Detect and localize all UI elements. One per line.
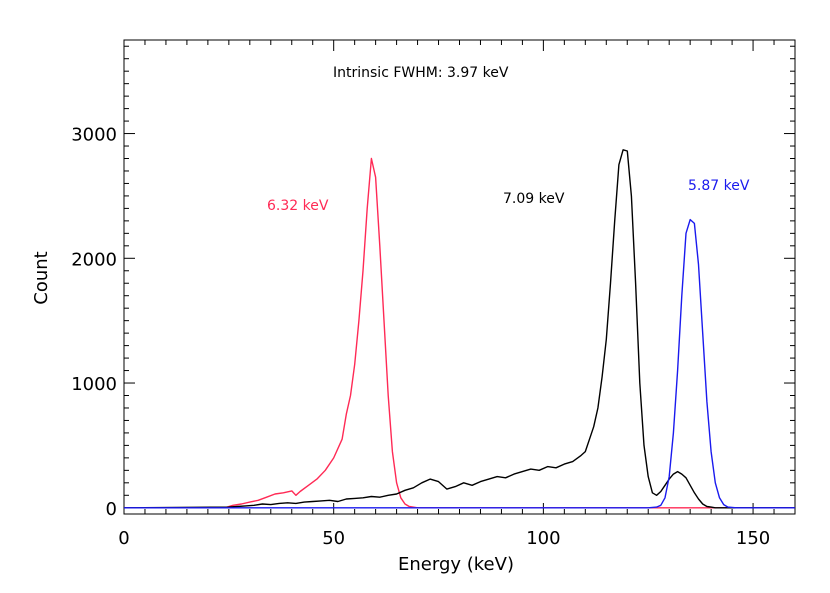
axis-tick-labels: 0 50 100 150 0 1000 2000 3000 xyxy=(71,125,770,549)
y-axis-label: Count xyxy=(31,251,52,304)
plot-frame xyxy=(123,39,796,515)
x-tick-label: 50 xyxy=(322,528,345,549)
y-tick-label: 3000 xyxy=(71,125,117,146)
axis-ticks xyxy=(123,40,796,514)
red-series-line xyxy=(124,157,795,509)
x-axis-label: Energy (keV) xyxy=(398,554,514,575)
x-tick-label: 150 xyxy=(736,528,770,549)
fwhm-annotation: Intrinsic FWHM: 3.97 keV xyxy=(333,65,509,81)
black-peak-label: 7.09 keV xyxy=(503,191,565,207)
y-tick-label: 0 xyxy=(106,499,117,520)
data-series xyxy=(123,149,795,509)
red-peak-label: 6.32 keV xyxy=(267,198,329,214)
x-tick-label: 0 xyxy=(118,528,129,549)
y-tick-label: 1000 xyxy=(71,374,117,395)
black-series-line xyxy=(123,149,795,509)
y-tick-label: 2000 xyxy=(71,249,117,270)
blue-series-line xyxy=(124,218,795,509)
x-tick-label: 100 xyxy=(526,528,560,549)
blue-peak-label: 5.87 keV xyxy=(688,178,750,194)
